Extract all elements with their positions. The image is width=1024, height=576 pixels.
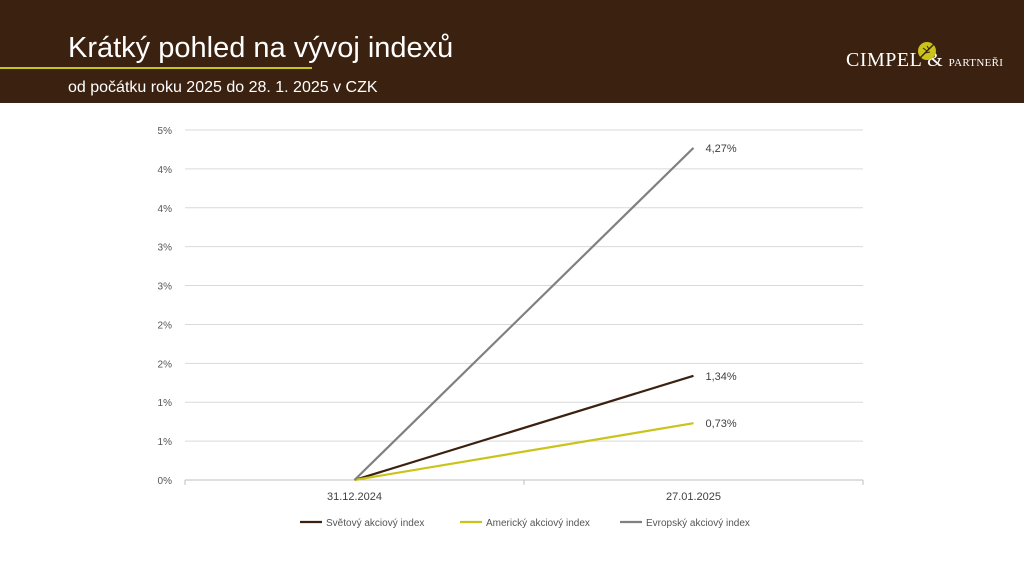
data-label: 0,73% <box>706 418 737 430</box>
chart-grid <box>185 129 863 481</box>
y-tick-label: 2% <box>158 359 173 370</box>
y-tick-label: 4% <box>158 204 173 215</box>
logo-main: CIMPEL <box>846 49 922 71</box>
page-title: Krátký pohled na vývoj indexů <box>68 32 454 64</box>
x-tick-label: 27.01.2025 <box>666 491 721 503</box>
y-tick-label: 0% <box>158 476 173 487</box>
data-labels: 1,34% 0,73% 4,27% <box>706 143 737 430</box>
page-subtitle: od počátku roku 2025 do 28. 1. 2025 v CZ… <box>68 79 378 96</box>
chart-series <box>353 147 695 482</box>
x-axis: 31.12.2024 27.01.2025 <box>184 480 864 503</box>
series-line-2 <box>354 422 694 482</box>
line-chart: 0% 1% 1% 2% 2% 3% 3% 4% 4% 5% 31.12.2024 27.01.202… <box>158 126 864 529</box>
series-line-3 <box>353 147 695 481</box>
chart-legend: Světový akciový index Americký akciový in… <box>300 518 750 529</box>
header-bar: Krátký pohled na vývoj indexů od počátku… <box>0 0 1024 103</box>
x-tick-label: 31.12.2024 <box>327 491 382 503</box>
y-tick-label: 3% <box>158 282 173 293</box>
logo-small: PARTNEŘI <box>948 57 1004 69</box>
y-tick-label: 1% <box>158 437 173 448</box>
y-tick-label: 5% <box>158 126 173 137</box>
y-tick-label: 4% <box>158 165 173 176</box>
y-axis-ticks: 0% 1% 1% 2% 2% 3% 3% 4% 4% 5% <box>158 126 173 487</box>
y-tick-label: 1% <box>158 398 173 409</box>
y-tick-label: 2% <box>158 320 173 331</box>
data-label: 1,34% <box>706 371 737 383</box>
company-logo: CIMPEL & PARTNEŘI <box>846 42 1003 74</box>
legend-label: Světový akciový index <box>326 518 424 529</box>
title-underline <box>0 67 312 69</box>
legend-label: Americký akciový index <box>486 518 590 529</box>
y-tick-label: 3% <box>158 243 173 254</box>
series-line-1 <box>354 374 694 482</box>
leaf-logo-icon <box>918 42 936 60</box>
data-label: 4,27% <box>706 143 737 155</box>
legend-label: Evropský akciový index <box>646 518 750 529</box>
